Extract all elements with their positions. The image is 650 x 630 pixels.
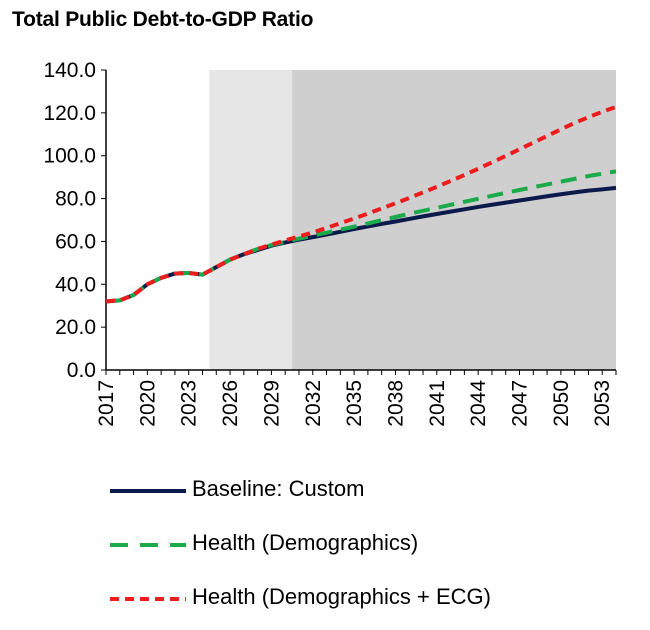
legend-item-health-demographics: Health (Demographics) [110, 530, 630, 566]
y-tick-label: 0.0 [67, 359, 96, 382]
legend-label-health-demographics-ecg: Health (Demographics + ECG) [192, 584, 491, 609]
x-tick-label: 2053 [591, 380, 614, 427]
x-tick-label: 2044 [467, 380, 490, 427]
legend-swatch-baseline [110, 488, 186, 494]
axes [101, 69, 617, 375]
x-tick-label: 2047 [509, 380, 532, 427]
x-tick-label: 2032 [302, 380, 325, 427]
x-tick-label: 2026 [219, 380, 242, 427]
y-tick-label: 120.0 [43, 102, 96, 125]
x-tick-label: 2029 [260, 380, 283, 427]
legend-swatch-health-demographics [110, 542, 186, 548]
y-tick-label: 140.0 [43, 59, 96, 82]
legend-item-health-demographics-ecg: Health (Demographics + ECG) [110, 584, 630, 620]
x-tick-labels: 2017 2020 2023 2026 2029 2032 2035 2038 2041 2044… [95, 380, 614, 427]
y-tick-label: 20.0 [55, 316, 96, 339]
y-tick-label: 60.0 [55, 230, 96, 253]
x-tick-label: 2038 [384, 380, 407, 427]
x-tick-label: 2020 [136, 380, 159, 427]
x-tick-label: 2050 [550, 380, 573, 427]
x-tick-label: 2041 [426, 380, 449, 427]
shaded-region-1 [292, 70, 616, 370]
y-tick-label: 80.0 [55, 188, 96, 211]
x-tick-label: 2035 [343, 380, 366, 427]
series-lines [105, 104, 617, 304]
legend-label-baseline: Baseline: Custom [192, 476, 365, 501]
x-tick-label: 2023 [178, 380, 201, 427]
y-tick-label: 100.0 [43, 145, 96, 168]
legend-swatch-health-demographics-ecg [110, 596, 186, 602]
chart-title: Total Public Debt-to-GDP Ratio [12, 8, 314, 31]
legend-item-baseline: Baseline: Custom [110, 476, 630, 512]
legend-label-health-demographics: Health (Demographics) [192, 530, 419, 555]
x-tick-label: 2017 [95, 380, 118, 427]
y-tick-label: 40.0 [55, 273, 96, 296]
series-line-health-demographics-ecg [105, 104, 617, 304]
shaded-region-0 [209, 70, 293, 370]
y-tick-labels: 0.0 20.0 40.0 60.0 80.0 100.0 120.0 140.0 [43, 59, 96, 382]
